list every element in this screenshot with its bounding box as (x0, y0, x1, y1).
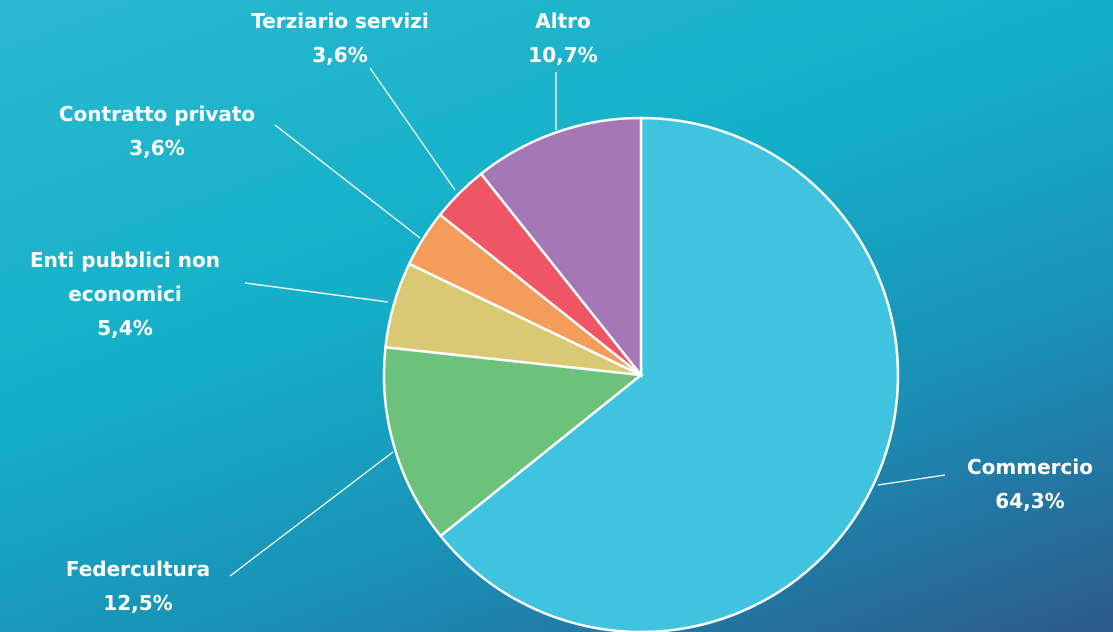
pie-slice (479, 116, 643, 379)
category-label: Enti pubblici non economici (29, 248, 221, 306)
value-label: 5,4% (97, 316, 153, 340)
leader-line (274, 124, 421, 239)
leader-line (244, 282, 389, 303)
slice-label: Federcultura 12,5% (28, 552, 248, 620)
pie-slice (382, 345, 645, 538)
category-label: Commercio (967, 455, 1093, 479)
leader-line (229, 451, 394, 577)
slice-label: Contratto privato 3,6% (27, 97, 287, 165)
slice-label: Enti pubblici non economici 5,4% (3, 243, 248, 345)
value-label: 10,7% (528, 43, 598, 67)
slice-label: Altro 10,7% (503, 4, 623, 72)
value-label: 64,3% (995, 489, 1065, 513)
value-label: 3,6% (129, 136, 185, 160)
pie-slice (438, 116, 900, 632)
value-label: 12,5% (103, 591, 173, 615)
category-label: Federcultura (65, 557, 211, 581)
category-label: Contratto privato (58, 102, 256, 126)
category-label: Altro (535, 9, 591, 33)
leader-line (369, 67, 456, 191)
value-label: 3,6% (312, 43, 368, 67)
category-label: Terziario servizi (251, 9, 429, 33)
slice-label: Terziario servizi 3,6% (220, 4, 460, 72)
leader-line (877, 474, 946, 486)
slice-label: Commercio 64,3% (930, 450, 1113, 518)
